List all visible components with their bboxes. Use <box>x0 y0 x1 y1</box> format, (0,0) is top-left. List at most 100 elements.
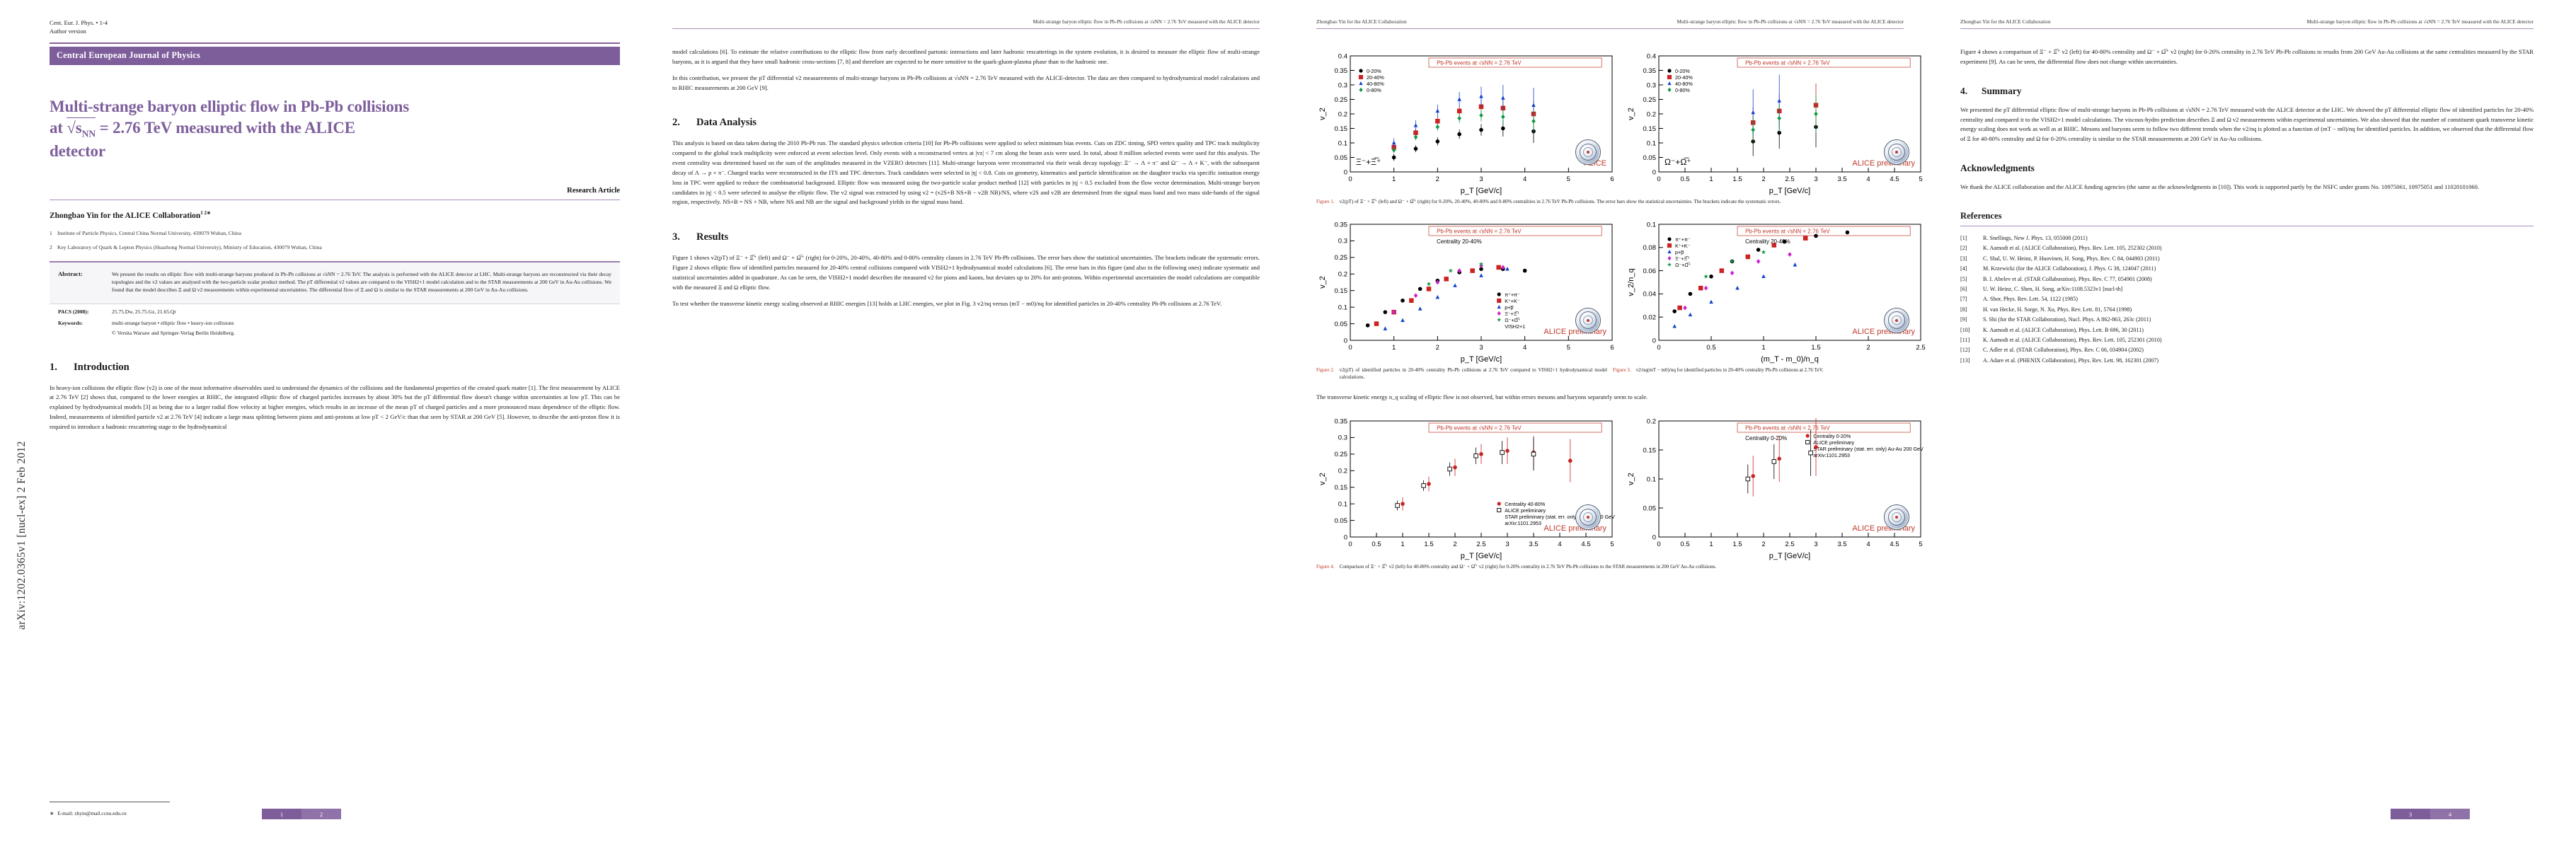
svg-text:6: 6 <box>1610 175 1614 183</box>
svg-text:2: 2 <box>1453 541 1456 548</box>
acknowledgments-text: We thank the ALICE collaboration and the… <box>1960 183 2480 191</box>
figure-3-label: Figure 3. <box>1613 366 1631 373</box>
svg-text:1.5: 1.5 <box>1424 541 1433 548</box>
reference-item[interactable]: [2] K. Aamodt et al. (ALICE Collaboration… <box>1960 243 2534 253</box>
page-title: Multi-strange baryon elliptic flow in Pb… <box>50 96 620 163</box>
abstract-box: Abstract: We present the results on elli… <box>50 262 620 304</box>
reference-item[interactable]: [10] K. Aamodt et al. (ALICE Collaboratio… <box>1960 325 2534 335</box>
svg-text:0-20%: 0-20% <box>1367 68 1381 74</box>
reference-list: [1] R. Snellings, New J. Phys. 13, 055008… <box>1960 233 2534 366</box>
reference-item[interactable]: [12] C. Adler et al. (STAR Collaboration)… <box>1960 345 2534 355</box>
svg-text:0.2: 0.2 <box>1338 467 1347 475</box>
page-number-bar-2: 3 4 <box>2391 809 2470 819</box>
section-2-title: Data Analysis <box>696 117 757 129</box>
affiliation-1-text: Institute of Particle Physics, Central C… <box>57 230 241 237</box>
svg-text:1.5: 1.5 <box>1732 175 1742 183</box>
title-line-3: detector <box>50 142 105 161</box>
affiliation-1: 1 Institute of Particle Physics, Central … <box>50 229 620 237</box>
reference-number: [12] <box>1960 347 1970 354</box>
svg-text:arXiv:1101.2953: arXiv:1101.2953 <box>1505 520 1541 526</box>
svg-text:0.2: 0.2 <box>1338 270 1347 278</box>
svg-text:0.05: 0.05 <box>1335 517 1348 525</box>
svg-text:0.1: 0.1 <box>1647 221 1656 229</box>
reference-text: K. Aamodt et al. (ALICE Collaboration), … <box>1983 326 2144 333</box>
page-number-1: 1 <box>262 809 301 819</box>
reference-number: [11] <box>1960 337 1970 344</box>
chart-fig2: 0 1 2 3 4 5 6 0 0.05 0.1 0.15 0.2 0.25 0.3 0.35 p_T [Ge… <box>1316 215 1619 364</box>
svg-text:Pb-Pb events at √sNN = 2.76 Te: Pb-Pb events at √sNN = 2.76 TeV <box>1745 60 1830 67</box>
reference-item[interactable]: [3] C. Shal, U. W. Heinz, P. Huovinen, H.… <box>1960 254 2534 264</box>
reference-number: [8] <box>1960 306 1967 313</box>
svg-text:0: 0 <box>1348 344 1352 352</box>
page-number-bar-1: 1 2 <box>262 809 341 819</box>
svg-text:2: 2 <box>1761 541 1765 548</box>
reference-item[interactable]: [1] R. Snellings, New J. Phys. 13, 055008… <box>1960 233 2534 243</box>
reference-item[interactable]: [8] H. van Hecke, H. Sorge, N. Xu, Phys. … <box>1960 305 2534 315</box>
reference-text: M. Krzewicki (for the ALICE Collaboratio… <box>1983 265 2156 272</box>
svg-text:(m_T - m_0)/n_q: (m_T - m_0)/n_q <box>1761 355 1819 364</box>
reference-item[interactable]: [9] S. Shi (for the STAR Collaboration), … <box>1960 315 2534 325</box>
svg-text:0.3: 0.3 <box>1338 237 1347 245</box>
reference-text: H. van Hecke, H. Sorge, N. Xu, Phys. Rev… <box>1983 306 2132 313</box>
svg-text:0.5: 0.5 <box>1680 541 1689 548</box>
page-1: arXiv:1202.0365v1 [nucl-ex] 2 Feb 2012 C… <box>0 0 644 849</box>
p4-paragraph-1: Figure 4 shows a comparison of Ξ⁻ + Ξ̅⁺ … <box>1960 48 2534 65</box>
running-head-line2: Author version <box>50 28 86 35</box>
svg-text:0.05: 0.05 <box>1335 154 1348 162</box>
chart-fig3: 0 0.5 1 1.5 2 2.5 0 0.02 0.04 0.06 0.08 0.1 (m_T - m… <box>1625 215 1928 364</box>
svg-text:20-40%: 20-40% <box>1367 74 1384 81</box>
svg-text:0: 0 <box>1657 344 1660 352</box>
running-head-rule-4 <box>1960 28 2534 29</box>
svg-text:40-80%: 40-80% <box>1367 81 1384 87</box>
title-at: at <box>50 119 67 137</box>
svg-text:4.5: 4.5 <box>1890 175 1899 183</box>
reference-item[interactable]: [5] B. I. Abelev et al. (STAR Collaborati… <box>1960 275 2534 284</box>
reference-item[interactable]: [6] U. W. Heinz, C. Shen, H. Song, arXiv:… <box>1960 284 2534 294</box>
svg-text:1: 1 <box>1761 344 1765 352</box>
figure-4-label: Figure 4. <box>1316 563 1335 570</box>
section-2-number: 2. <box>672 117 680 129</box>
affiliation-2-number: 2 <box>50 243 52 250</box>
running-head-4-right: Multi-strange baryon elliptic flow in Pb… <box>2306 18 2534 25</box>
svg-text:3: 3 <box>1505 541 1509 548</box>
reference-item[interactable]: [11] K. Aamodt et al. (ALICE Collaboratio… <box>1960 335 2534 345</box>
alice-logo-icon <box>1884 139 1909 165</box>
reference-text: A. Adare et al. (PHENIX Collaboration), … <box>1983 357 2159 364</box>
svg-text:4: 4 <box>1523 175 1526 183</box>
reference-item[interactable]: [13] A. Adare et al. (PHENIX Collaboratio… <box>1960 356 2534 366</box>
svg-text:Ω⁻+Ω̅⁺: Ω⁻+Ω̅⁺ <box>1505 317 1521 323</box>
svg-text:4: 4 <box>1866 175 1870 183</box>
svg-text:0: 0 <box>1344 337 1347 345</box>
figure-2-3-panels: 0 1 2 3 4 5 6 0 0.05 0.1 0.15 0.2 0.25 0.3 0.35 p_T [Ge… <box>1316 215 1928 364</box>
svg-text:ALICE preliminary: ALICE preliminary <box>1813 439 1854 446</box>
svg-text:0: 0 <box>1657 541 1660 548</box>
svg-text:2: 2 <box>1866 344 1870 352</box>
analysis-paragraph-1: This analysis is based on data taken dur… <box>672 139 1260 206</box>
abstract-label: Abstract: <box>58 270 83 277</box>
svg-text:0.05: 0.05 <box>1335 320 1348 328</box>
figure-2-caption: Figure 2. v2(pT) of identified particles… <box>1316 366 1607 381</box>
svg-text:0.08: 0.08 <box>1643 244 1657 252</box>
pacs-label: PACS (2008): <box>58 308 89 315</box>
running-head-3: Zhongbao Yin for the ALICE Collaboration… <box>1316 18 1904 25</box>
svg-text:0.35: 0.35 <box>1335 67 1348 75</box>
svg-text:Pb-Pb events at √sNN = 2.76 Te: Pb-Pb events at √sNN = 2.76 TeV <box>1745 228 1830 234</box>
reference-item[interactable]: [7] A. Shor, Phys. Rev. Lett. 54, 1122 (1… <box>1960 294 2534 304</box>
svg-text:0.05: 0.05 <box>1643 154 1657 162</box>
alice-logo-icon <box>1575 307 1601 333</box>
abstract-rule <box>50 261 620 262</box>
svg-text:VISH2+1: VISH2+1 <box>1505 323 1525 330</box>
figure-1-panels: 0 1 2 3 4 5 6 0 0.05 0.1 0.15 0.2 0.25 0.3 0.35 0.4 p_T … <box>1316 47 1928 196</box>
reference-item[interactable]: [4] M. Krzewicki (for the ALICE Collabora… <box>1960 264 2534 274</box>
chart-fig1a: 0 1 2 3 4 5 6 0 0.05 0.1 0.15 0.2 0.25 0.3 0.35 0.4 p_T … <box>1316 47 1619 196</box>
svg-text:2.5: 2.5 <box>1476 541 1485 548</box>
running-head: Cent. Eur. J. Phys. • 1-4 Author version <box>50 18 620 36</box>
results-paragraph-2: To test whether the transverse kinetic e… <box>672 299 1222 307</box>
pacs-value: 25.75.Dw, 25.75.Gz, 21.65.Qr <box>112 308 176 315</box>
svg-text:v_2: v_2 <box>1318 276 1327 289</box>
page-3: Zhongbao Yin for the ALICE Collaboration… <box>1288 0 1932 849</box>
svg-text:0.02: 0.02 <box>1643 313 1657 321</box>
svg-text:0: 0 <box>1652 533 1656 541</box>
svg-text:ALICE preliminary: ALICE preliminary <box>1505 507 1546 514</box>
svg-text:0.3: 0.3 <box>1338 434 1347 441</box>
